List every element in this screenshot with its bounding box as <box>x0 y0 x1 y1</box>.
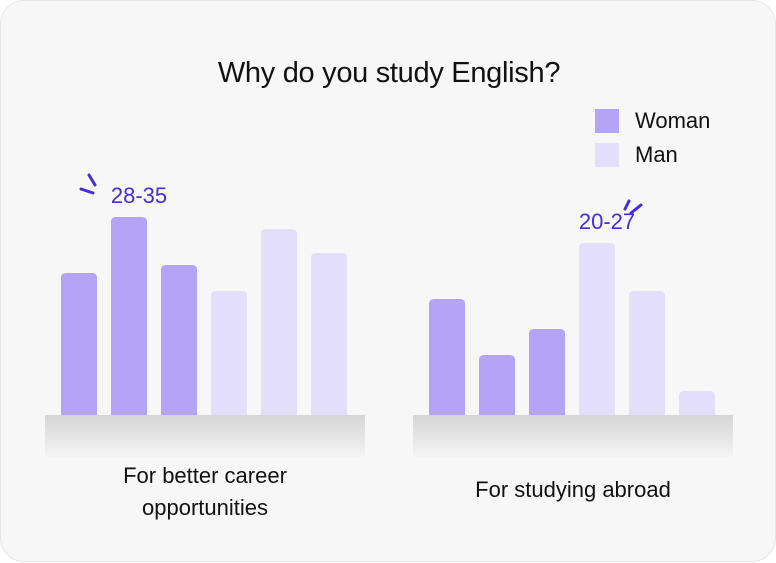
bar-woman <box>61 273 97 415</box>
legend-label-woman: Woman <box>635 108 711 133</box>
spark-mark <box>79 187 95 195</box>
legend-swatch-woman <box>595 109 619 133</box>
bar-man <box>211 291 247 415</box>
chart-title: Why do you study English? <box>217 57 561 89</box>
spark-mark <box>623 199 631 211</box>
category-label-line: For studying abroad <box>475 477 671 502</box>
bar-man <box>679 391 715 415</box>
spark-mark <box>629 203 643 215</box>
annotation-label: 20-27 <box>579 209 635 234</box>
bar-man <box>629 291 665 415</box>
category-label-career: For better career opportunities <box>45 460 365 524</box>
bar-woman <box>111 217 147 415</box>
bar-woman <box>529 329 565 415</box>
bar-man <box>311 253 347 415</box>
bar-woman <box>479 355 515 415</box>
chart-baseline <box>45 415 365 457</box>
bar-man <box>261 229 297 415</box>
bar-woman <box>161 265 197 415</box>
legend-swatch-man <box>595 143 619 167</box>
chart-baseline <box>413 415 733 457</box>
bar-woman <box>429 299 465 415</box>
legend-label-man: Man <box>635 142 678 167</box>
category-label-line: For better career <box>123 463 287 488</box>
legend-item-man: Man <box>595 141 710 169</box>
legend-item-woman: Woman <box>595 107 710 135</box>
legend: Woman Man <box>595 107 710 175</box>
category-label-line: opportunities <box>142 495 268 520</box>
annotation-label: 28-35 <box>111 183 167 208</box>
bar-man <box>579 243 615 415</box>
spark-mark <box>87 173 97 187</box>
category-label-abroad: For studying abroad <box>413 474 733 506</box>
